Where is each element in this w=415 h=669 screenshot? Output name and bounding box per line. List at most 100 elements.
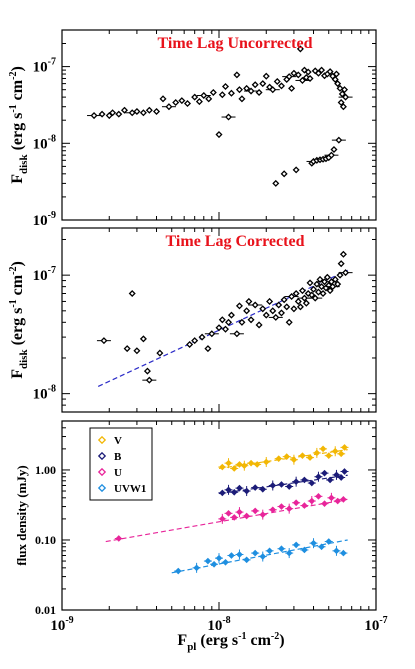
data-point xyxy=(243,512,250,520)
y-tick-exponent: -9 xyxy=(48,210,56,221)
data-point xyxy=(337,260,345,268)
data-point xyxy=(235,86,243,94)
y-tick-label: 10-8 xyxy=(33,133,56,152)
data-point xyxy=(233,71,241,79)
data-point xyxy=(222,558,229,566)
data-point xyxy=(174,567,182,575)
data-point xyxy=(172,99,180,107)
x-tick-label: 10-8 xyxy=(207,615,230,634)
data-point xyxy=(266,297,274,305)
y-tick-label: 0.01 xyxy=(35,603,56,617)
data-point xyxy=(294,297,302,305)
data-point xyxy=(326,68,334,76)
data-point xyxy=(292,499,300,507)
plot-frame-1 xyxy=(61,29,377,221)
data-point xyxy=(329,283,337,291)
data-point xyxy=(331,75,339,83)
data-point xyxy=(204,345,212,353)
data-point xyxy=(340,86,349,94)
x-tick-exponent: -7 xyxy=(379,615,387,626)
data-point xyxy=(300,66,308,74)
data-point xyxy=(230,514,238,521)
fit-line xyxy=(105,498,348,543)
data-point xyxy=(296,303,304,311)
data-point xyxy=(219,489,226,497)
data-point xyxy=(247,316,255,324)
data-point xyxy=(186,340,194,348)
data-point xyxy=(253,461,261,468)
data-point xyxy=(319,445,327,453)
data-point xyxy=(314,69,322,77)
data-point xyxy=(133,347,141,355)
y-label-units: (erg s xyxy=(9,113,26,155)
data-point xyxy=(275,301,283,309)
data-point xyxy=(336,84,344,92)
data-point xyxy=(331,447,339,455)
data-point xyxy=(209,88,217,96)
data-point xyxy=(210,560,218,568)
data-point xyxy=(251,484,259,491)
data-point xyxy=(228,552,235,559)
panel-annotation: Time Lag Corrected xyxy=(166,233,305,250)
data-point xyxy=(280,170,288,178)
data-point xyxy=(198,333,206,341)
data-point xyxy=(98,110,106,118)
data-point xyxy=(259,511,267,518)
data-point xyxy=(208,330,216,338)
data-point xyxy=(238,318,246,326)
data-point xyxy=(225,113,233,121)
y-tick-label: 10-9 xyxy=(33,210,56,229)
data-point xyxy=(285,73,293,81)
data-point xyxy=(325,538,333,545)
x-label-close: ) xyxy=(279,632,284,649)
data-point xyxy=(219,515,226,523)
legend-label: UVW1 xyxy=(114,483,146,495)
data-point xyxy=(299,452,306,459)
data-point xyxy=(298,76,306,84)
data-point xyxy=(191,337,199,345)
data-point xyxy=(227,311,235,319)
y-tick-label: 10-7 xyxy=(33,57,56,76)
data-point xyxy=(327,151,335,159)
x-axis-label: Fpl (erg s-1 cm-2) xyxy=(177,631,284,653)
y-label-exponent: -2 xyxy=(8,72,19,80)
data-point xyxy=(262,311,270,319)
data-point xyxy=(128,289,136,298)
data-point xyxy=(255,321,263,329)
data-point xyxy=(221,82,230,91)
data-point xyxy=(334,280,342,288)
data-point xyxy=(290,305,298,313)
data-point xyxy=(109,109,117,117)
data-point xyxy=(90,112,98,120)
x-tick-base: 10 xyxy=(364,618,379,634)
data-point xyxy=(233,330,241,338)
data-point xyxy=(235,302,243,310)
data-point xyxy=(230,488,238,496)
data-point xyxy=(251,507,259,515)
data-point xyxy=(195,98,203,106)
data-point xyxy=(342,93,350,101)
data-point xyxy=(292,166,300,174)
data-point xyxy=(139,335,147,343)
legend-marker xyxy=(97,483,107,493)
data-point xyxy=(123,345,131,353)
data-point xyxy=(269,86,277,94)
y-tick-base: 10 xyxy=(33,136,48,152)
data-point xyxy=(255,88,263,96)
data-point xyxy=(306,74,314,82)
data-point xyxy=(302,299,310,307)
data-point xyxy=(314,288,322,296)
data-point xyxy=(221,325,230,333)
data-point xyxy=(308,479,316,487)
data-point xyxy=(333,471,340,479)
y-tick-base: 10 xyxy=(33,387,48,403)
data-point xyxy=(323,273,331,281)
data-point xyxy=(275,455,283,462)
data-point xyxy=(321,469,328,477)
data-point xyxy=(337,450,345,458)
data-point xyxy=(236,484,243,492)
y-tick-exponent: -8 xyxy=(48,133,56,144)
data-point xyxy=(145,376,153,384)
data-point xyxy=(335,136,343,144)
data-point xyxy=(315,493,322,500)
